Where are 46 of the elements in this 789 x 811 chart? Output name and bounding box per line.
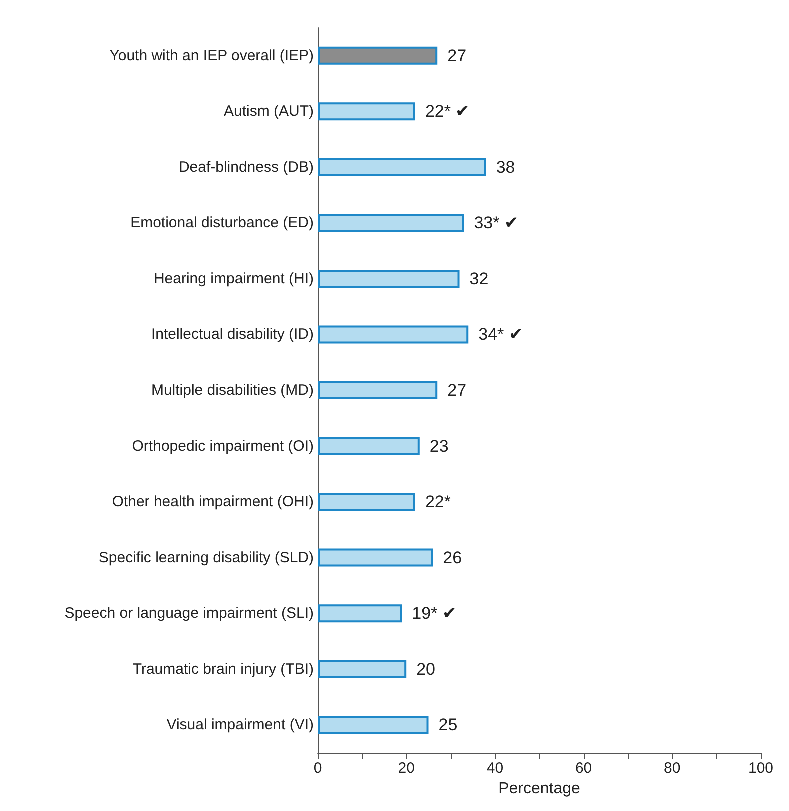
data-label: 20: [416, 660, 436, 679]
bar: [318, 548, 434, 567]
data-label: 27: [448, 46, 467, 66]
x-tick-label: 80: [664, 760, 681, 777]
data-label: 32: [470, 269, 489, 288]
y-tick-label: Emotional disturbance (ED): [130, 214, 314, 232]
data-label: 38: [496, 158, 516, 177]
y-tick-label: Orthopedic impairment (OI): [132, 438, 314, 455]
y-tick-label: Intellectual disability (ID): [151, 326, 314, 344]
bar: [318, 158, 486, 176]
x-tick-label: 40: [486, 760, 504, 777]
data-label: 25: [438, 716, 458, 735]
bar: [318, 493, 416, 512]
y-tick-label: Deaf-blindness (DB): [178, 158, 314, 176]
data-label: 34* ✔: [478, 325, 523, 344]
data-label: 26: [443, 548, 462, 568]
bar: [318, 46, 438, 65]
y-tick-label: Autism (AUT): [224, 103, 314, 120]
bar: [318, 716, 429, 734]
data-label: 22* ✔: [425, 102, 470, 122]
y-tick-label: Other health impairment (OHI): [112, 494, 314, 511]
x-tick-label: 100: [748, 760, 774, 777]
x-axis-title: Percentage: [498, 780, 581, 798]
bar: [318, 437, 420, 456]
bar: [318, 326, 469, 344]
x-tick-label: 20: [398, 760, 415, 777]
y-tick-label: Youth with an IEP overall (IEP): [110, 47, 314, 64]
x-tick-label: 0: [314, 760, 322, 777]
data-label: 33* ✔: [474, 214, 518, 233]
bar: [318, 270, 460, 288]
bar: [318, 660, 407, 678]
data-label: 19* ✔: [412, 604, 456, 624]
bar: [318, 102, 416, 121]
data-label: 22*: [425, 492, 452, 512]
y-tick-label: Visual impairment (VI): [166, 716, 314, 734]
data-label: 27: [448, 381, 467, 400]
x-tick-label: 60: [575, 760, 592, 777]
bar: [318, 604, 402, 623]
bar: [318, 382, 438, 400]
y-tick-label: Speech or language impairment (SLI): [64, 605, 314, 622]
y-tick-label: Hearing impairment (HI): [154, 270, 314, 288]
y-tick-label: Traumatic brain injury (TBI): [132, 660, 314, 678]
bar: [318, 214, 464, 232]
y-tick-label: Specific learning disability (SLD): [98, 549, 314, 566]
data-label: 23: [430, 436, 449, 456]
y-tick-label: Multiple disabilities (MD): [151, 382, 314, 399]
